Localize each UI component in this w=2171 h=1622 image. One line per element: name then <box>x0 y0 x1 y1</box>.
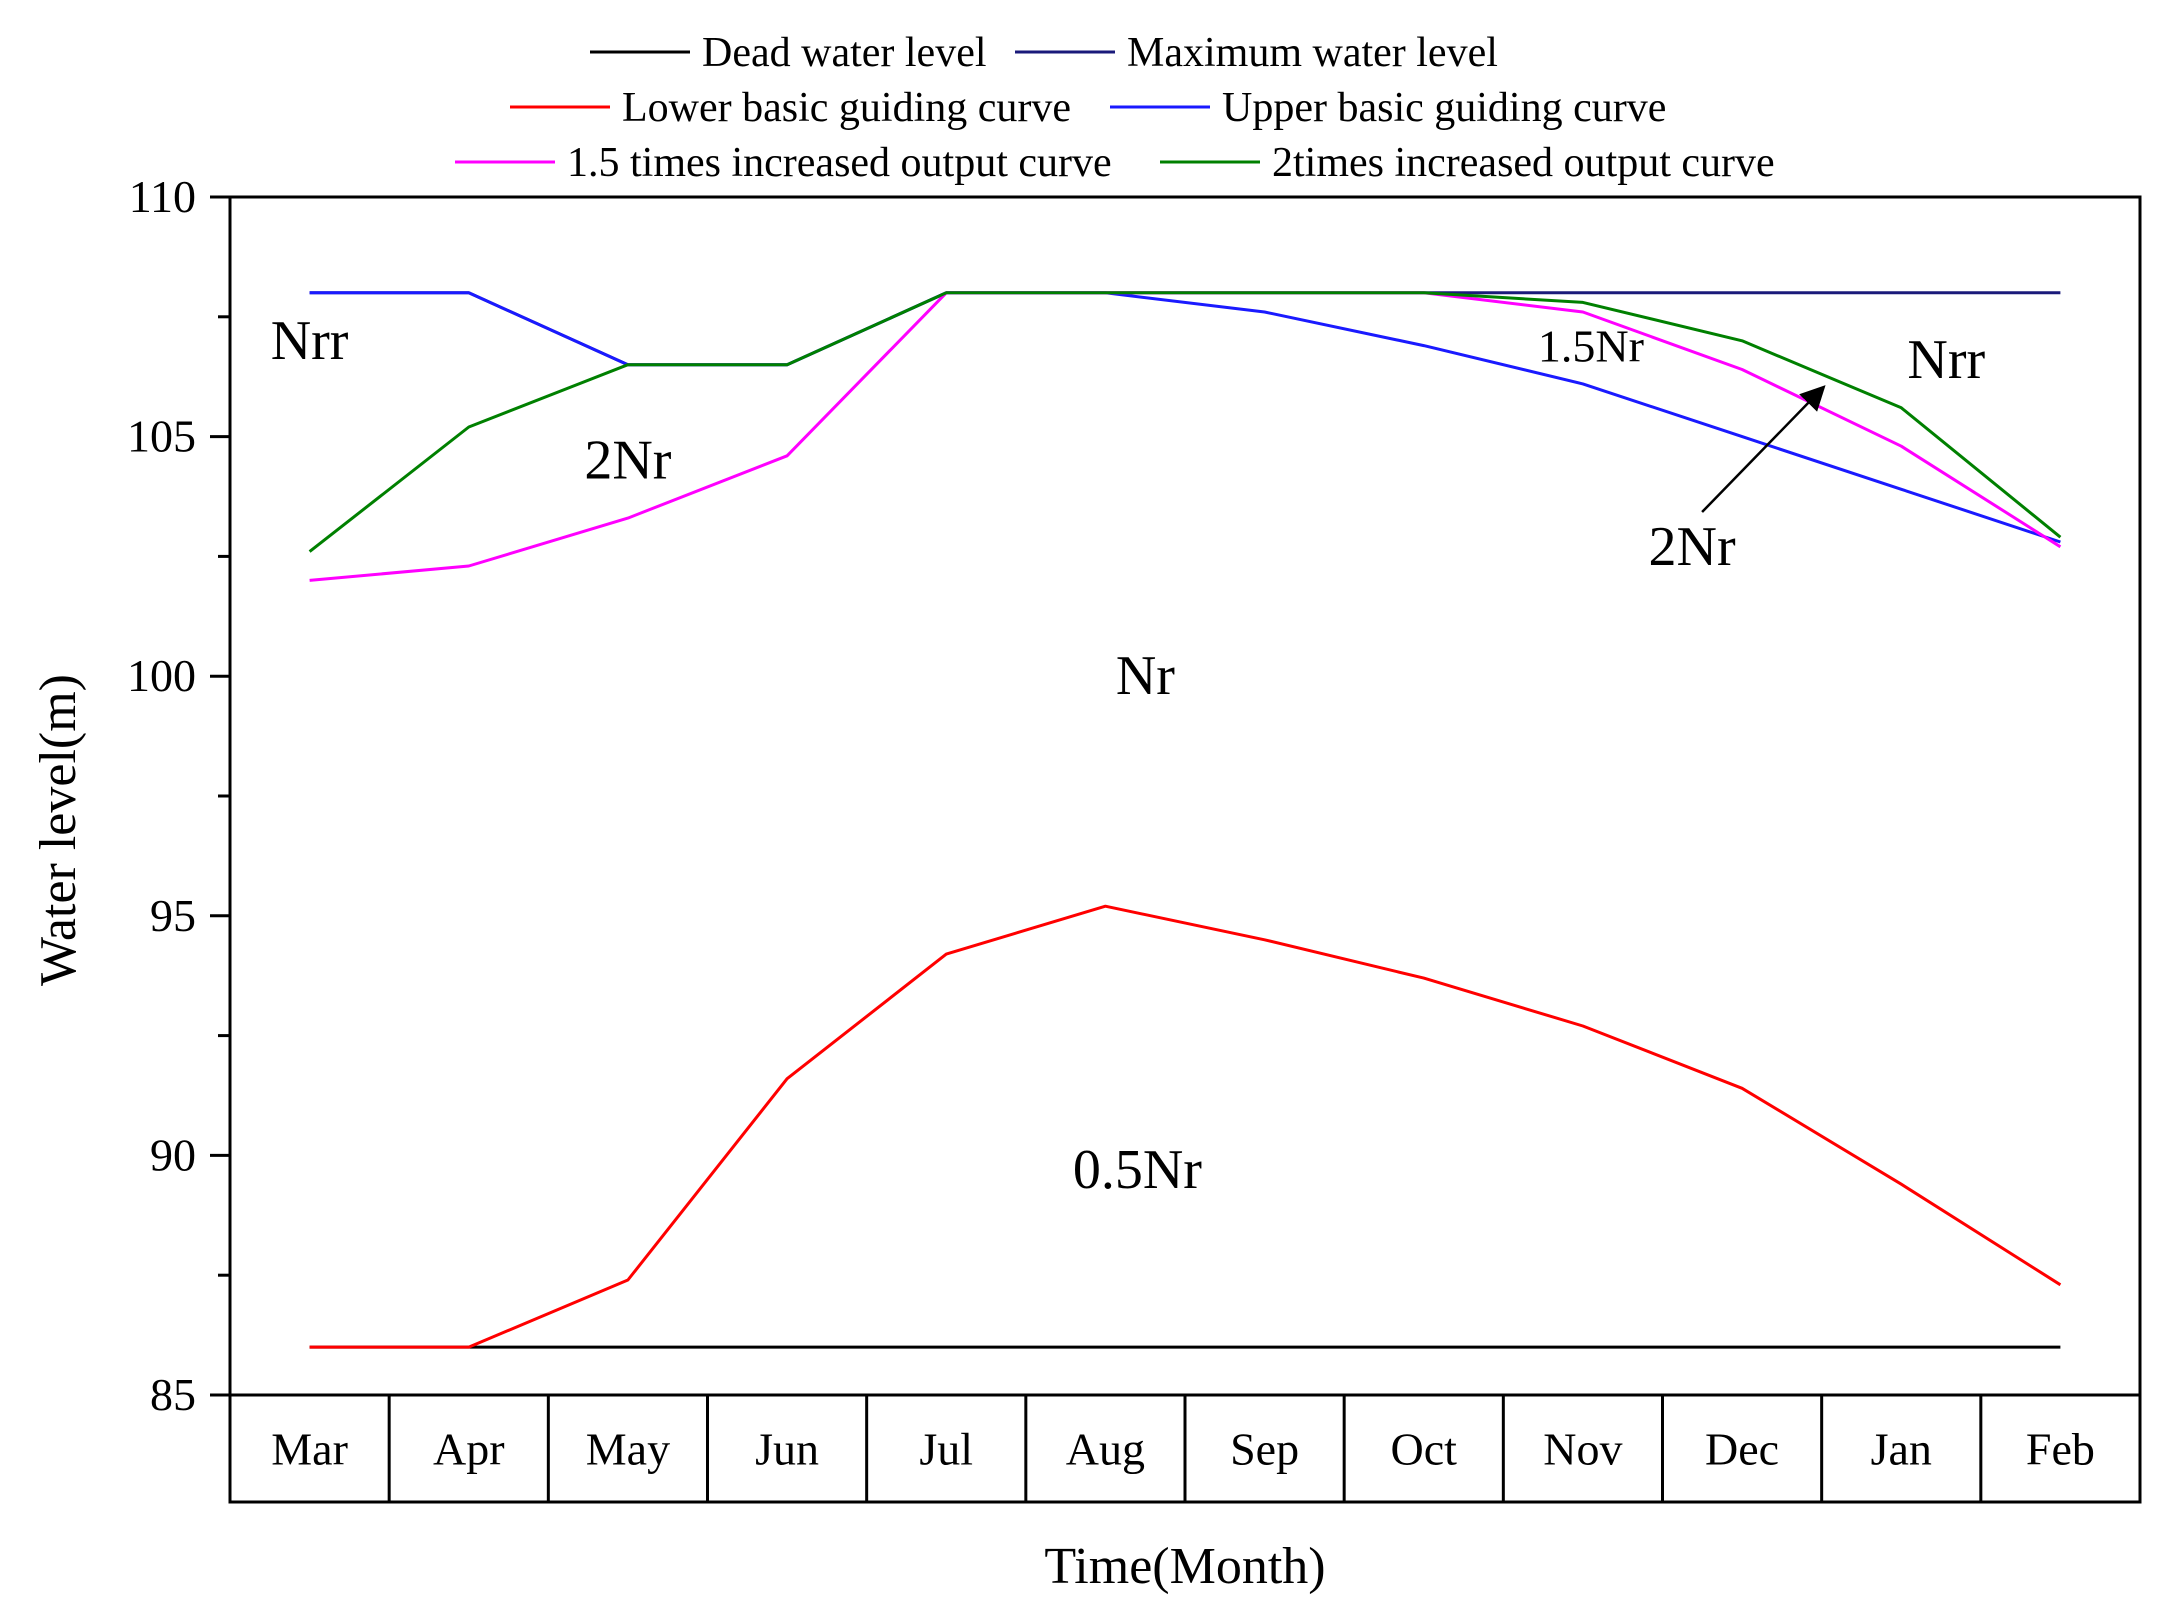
x-tick-label: Aug <box>1066 1424 1145 1475</box>
legend-label-upper-basic-guiding-curve: Upper basic guiding curve <box>1222 85 1666 131</box>
y-tick-label: 85 <box>150 1369 196 1420</box>
y-tick-label: 105 <box>127 411 196 462</box>
series-line-1-5-times-increased-output-curve <box>309 291 2062 582</box>
series-line-2times-increased-output-curve <box>308 291 2062 553</box>
region-label: 2Nr <box>584 430 671 492</box>
x-tick-label: Jul <box>919 1424 973 1475</box>
x-axis-label: Time(Month) <box>1044 1538 1325 1595</box>
annotations: Nrr 2Nr Nr 0.5Nr 1.5Nr Nrr 2Nr <box>271 310 1986 1201</box>
y-tick-label: 100 <box>127 650 196 701</box>
x-axis: Mar Apr May Jun Jul Aug Sep Oct Nov Dec Jan Feb <box>230 1393 2140 1502</box>
region-label: Nrr <box>1907 329 1985 391</box>
x-tick-label: Sep <box>1230 1424 1299 1475</box>
series-line-lower-basic-guiding-curve <box>309 904 2062 1349</box>
region-label: 0.5Nr <box>1073 1139 1202 1201</box>
legend-label-1-5-times-increased-output-curve: 1.5 times increased output curve <box>567 140 1112 186</box>
y-tick-label: 110 <box>129 171 196 222</box>
y-tick-label: 90 <box>150 1129 196 1180</box>
y-axis-label: Water level(m) <box>30 674 87 986</box>
x-tick-label: Feb <box>2026 1424 2095 1475</box>
legend: Dead water level Maximum water level Lower… <box>455 30 1775 186</box>
legend-label-dead-water-level: Dead water level <box>702 30 987 76</box>
x-tick-label: Dec <box>1705 1424 1779 1475</box>
legend-label-maximum-water-level: Maximum water level <box>1127 30 1498 76</box>
plot-frame <box>228 195 2142 1504</box>
x-tick-label: Apr <box>433 1424 505 1475</box>
series-group <box>308 291 2062 1349</box>
region-label: 2Nr <box>1649 516 1736 578</box>
x-tick-label: Mar <box>271 1424 348 1475</box>
region-label: 1.5Nr <box>1538 321 1644 372</box>
x-tick-label: Oct <box>1391 1424 1458 1475</box>
region-label: Nr <box>1116 645 1175 707</box>
x-tick-label: May <box>586 1424 670 1475</box>
series-line-upper-basic-guiding-curve <box>309 291 2061 544</box>
x-tick-label: Nov <box>1543 1424 1622 1475</box>
x-tick-label: Jan <box>1871 1424 1932 1475</box>
region-label: Nrr <box>271 310 349 372</box>
y-axis: 85 90 95 100 105 110 <box>127 171 230 1420</box>
legend-label-lower-basic-guiding-curve: Lower basic guiding curve <box>622 85 1071 131</box>
annotation-arrow <box>1701 385 1826 513</box>
x-tick-label: Jun <box>755 1424 819 1475</box>
legend-label-2times-increased-output-curve: 2times increased output curve <box>1272 140 1775 186</box>
y-tick-label: 95 <box>150 890 196 941</box>
